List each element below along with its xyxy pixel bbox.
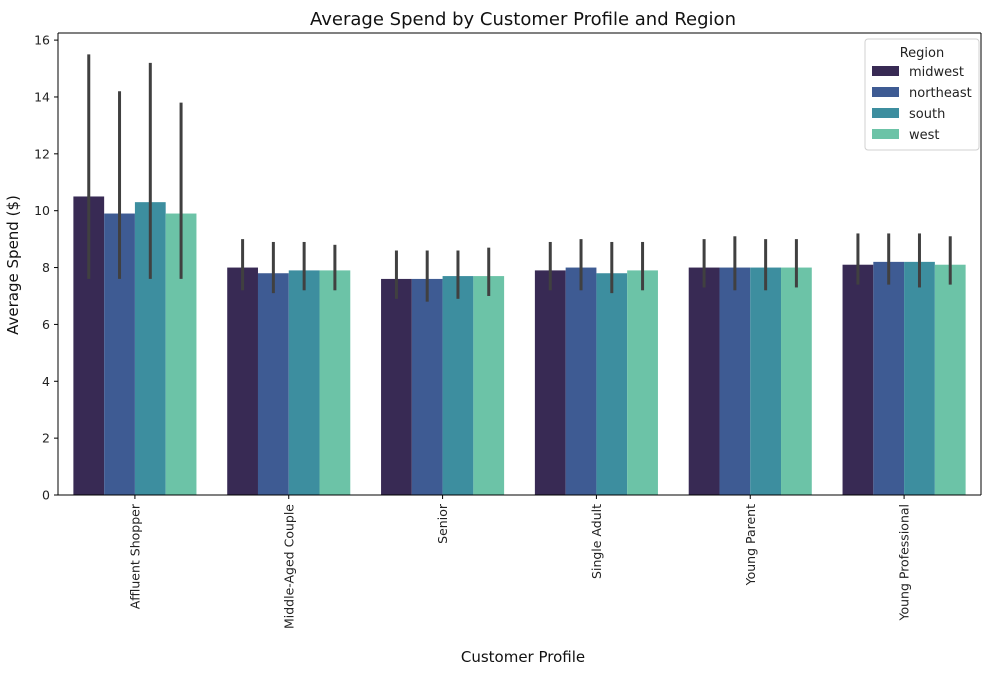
legend-label-west: west — [909, 128, 940, 143]
y-tick-label: 0 — [42, 488, 50, 503]
y-tick-label: 8 — [42, 260, 50, 275]
legend: Region midwest northeast south west — [864, 38, 980, 151]
x-tick-label: Affluent Shopper — [127, 503, 142, 609]
legend-title: Region — [900, 46, 945, 61]
bar-south-2 — [442, 276, 474, 495]
legend-swatch-northeast — [872, 87, 899, 97]
bar-northeast-4 — [719, 267, 751, 495]
bar-northeast-1 — [257, 273, 289, 495]
legend-swatch-midwest — [872, 66, 899, 76]
legend-items: midwest northeast south west — [872, 65, 972, 143]
bar-northeast-5 — [873, 261, 905, 495]
legend-swatch-south — [872, 108, 899, 118]
y-tick-label: 2 — [42, 431, 50, 446]
x-axis-title: Customer Profile — [461, 648, 585, 666]
bar-south-1 — [288, 270, 320, 495]
x-tick-label: Young Parent — [743, 504, 758, 586]
bar-northeast-2 — [411, 278, 443, 495]
bar-midwest-5 — [842, 264, 874, 495]
bar-northeast-3 — [565, 267, 597, 495]
chart-title: Average Spend by Customer Profile and Re… — [310, 9, 736, 30]
bar-west-1 — [319, 270, 351, 495]
ticks-layer: 0 2 4 6 8 10 12 14 16 Affluent Shopper Middle-Aged… — [34, 33, 911, 629]
axes-layer — [57, 32, 982, 496]
legend-label-south: south — [909, 107, 945, 122]
x-tick-label: Young Professional — [897, 504, 912, 622]
x-tick-label: Middle-Aged Couple — [281, 504, 296, 629]
legend-label-midwest: midwest — [909, 65, 964, 80]
y-axis-title: Average Spend ($) — [4, 195, 22, 335]
bar-midwest-3 — [534, 270, 566, 495]
y-tick-label: 16 — [34, 33, 50, 48]
bar-midwest-1 — [227, 267, 258, 495]
bar-midwest-4 — [688, 267, 720, 495]
y-tick-label: 12 — [34, 146, 50, 161]
x-tick-label: Senior — [435, 503, 450, 544]
bars-layer — [73, 196, 966, 495]
bar-west-4 — [781, 267, 812, 495]
bar-west-5 — [934, 264, 966, 495]
y-tick-label: 4 — [42, 374, 50, 389]
bar-south-5 — [904, 261, 935, 495]
legend-label-northeast: northeast — [909, 86, 972, 101]
bar-west-2 — [473, 276, 505, 495]
y-tick-label: 14 — [34, 89, 50, 104]
bar-west-3 — [627, 270, 658, 495]
x-tick-label: Single Adult — [589, 504, 604, 579]
bar-midwest-2 — [381, 278, 412, 495]
legend-swatch-west — [872, 129, 899, 139]
y-tick-label: 6 — [42, 317, 50, 332]
bar-south-3 — [596, 273, 628, 495]
bar-south-4 — [750, 267, 782, 495]
errorbars-layer — [87, 54, 952, 302]
y-tick-label: 10 — [34, 203, 50, 218]
